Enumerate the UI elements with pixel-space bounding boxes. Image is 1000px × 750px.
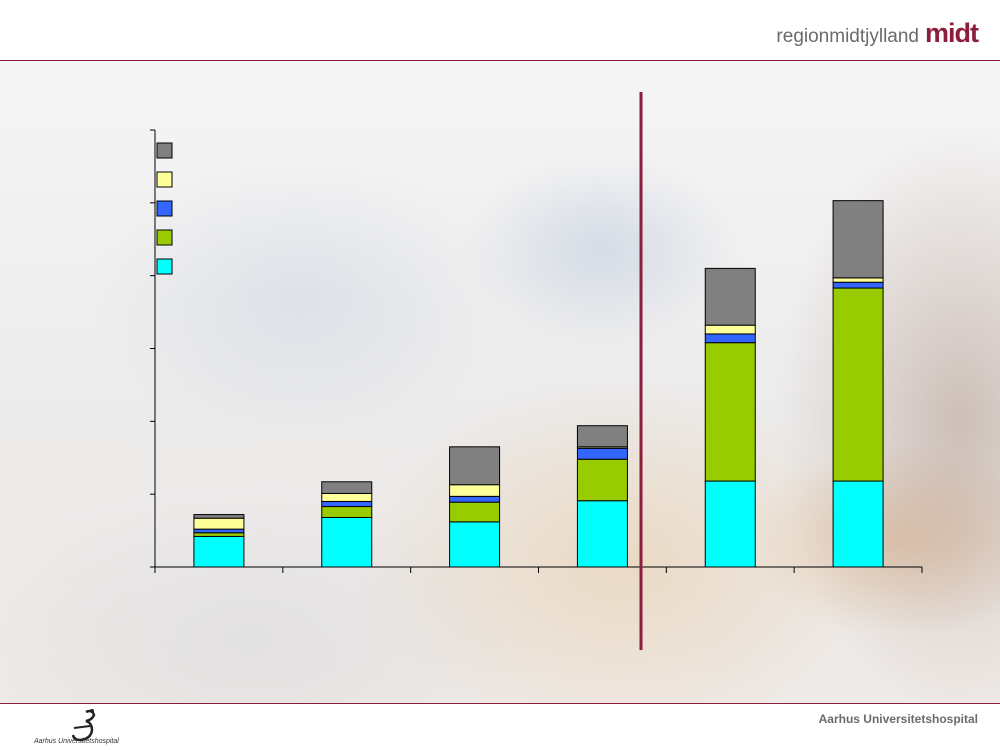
- bar-segment-3-cat-3: [449, 495, 501, 503]
- bar-segment-4-cat-1: [193, 517, 245, 530]
- header-divider: [0, 60, 1000, 61]
- hospital-logo-icon: [71, 709, 96, 742]
- bar-segment-3-cat-4: [576, 447, 628, 460]
- brand-text: regionmidtjylland: [776, 26, 919, 47]
- footer-bar: [0, 703, 1000, 750]
- bar-segment-4-cat-2: [321, 492, 373, 502]
- header-bar: [0, 0, 1000, 60]
- plot-area: [150, 92, 923, 650]
- bar-segment-4-cat-6: [832, 277, 884, 283]
- legend-swatch-2: [156, 229, 173, 246]
- bar-segment-1-cat-4: [576, 500, 628, 568]
- bar-segment-5-cat-3: [449, 446, 501, 486]
- legend-swatch-3: [156, 200, 173, 217]
- bar-segment-3-cat-6: [832, 281, 884, 289]
- bar-segment-2-cat-3: [449, 501, 501, 523]
- bar-segment-2-cat-4: [576, 458, 628, 502]
- brand-logo: regionmidtjylland midt: [776, 18, 979, 48]
- bar-segment-3-cat-1: [193, 528, 245, 534]
- bar-segment-2-cat-5: [704, 342, 756, 482]
- legend-swatch-5: [156, 142, 173, 159]
- bar-segment-5-cat-5: [704, 267, 756, 326]
- logo-caption: Aarhus Universitetshospital: [34, 738, 119, 745]
- bar-segment-1-cat-5: [704, 480, 756, 568]
- bar-segment-2-cat-1: [193, 532, 245, 537]
- bar-segment-2-cat-6: [832, 287, 884, 482]
- bar-segment-5-cat-2: [321, 481, 373, 494]
- bar-segment-3-cat-2: [321, 500, 373, 508]
- footer-divider: [0, 703, 1000, 704]
- legend-swatch-4: [156, 171, 173, 188]
- bar-segment-1-cat-2: [321, 516, 373, 568]
- bar-segment-3-cat-5: [704, 333, 756, 344]
- bar-segment-5-cat-4: [576, 425, 628, 448]
- bar-segment-5-cat-1: [193, 514, 245, 519]
- bar-segment-4-cat-3: [449, 484, 501, 497]
- bar-segment-5-cat-6: [832, 200, 884, 279]
- bar-segment-1-cat-3: [449, 521, 501, 568]
- bar-segment-1-cat-1: [193, 535, 245, 568]
- brand-mark: midt: [925, 18, 979, 48]
- legend-swatch-1: [156, 258, 173, 275]
- bar-segment-1-cat-6: [832, 480, 884, 568]
- hospital-name: Aarhus Universitetshospital: [818, 712, 978, 726]
- bar-segment-2-cat-2: [321, 506, 373, 518]
- bar-segment-4-cat-5: [704, 324, 756, 335]
